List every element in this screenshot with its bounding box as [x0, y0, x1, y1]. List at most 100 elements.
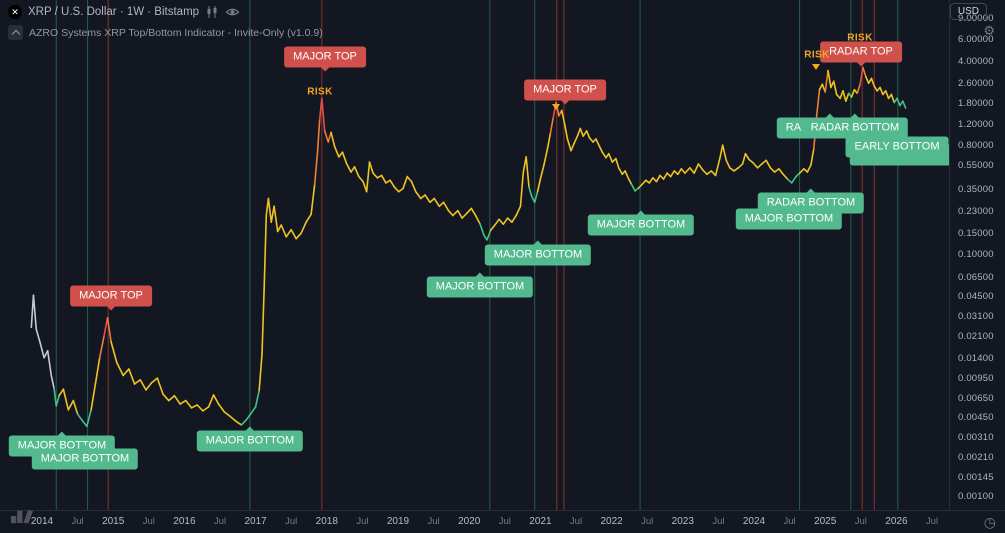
price-line-segment [167, 394, 176, 402]
price-line-segment [397, 187, 404, 193]
price-line-segment [442, 201, 450, 212]
price-axis-label: 0.02100 [958, 331, 994, 343]
price-line-segment [824, 69, 829, 93]
price-line-segment [35, 328, 41, 343]
price-line-segment [429, 197, 436, 204]
currency-usd-button[interactable]: USD [949, 3, 987, 20]
price-line-segment [145, 381, 153, 391]
price-line-segment [680, 168, 686, 174]
price-axis-label: 0.04500 [958, 291, 994, 303]
price-line-segment [372, 172, 379, 179]
price-line-segment [560, 109, 566, 125]
gear-icon[interactable]: ⚙ [983, 24, 995, 39]
price-line-segment [741, 152, 747, 165]
price-line-segment [511, 214, 517, 223]
price-line-segment [234, 420, 243, 426]
price-line-segment [466, 207, 473, 214]
price-line-segment [103, 316, 109, 338]
time-axis-label: 2022 [600, 516, 623, 527]
price-line-segment [719, 144, 724, 160]
time-axis-label: Jul [498, 516, 511, 527]
price-line-segment [98, 335, 105, 359]
eye-icon[interactable] [225, 6, 240, 18]
price-line-segment [350, 166, 356, 173]
price-line-segment [862, 66, 867, 78]
price-line-segment [525, 156, 530, 188]
price-line-segment [786, 178, 793, 184]
price-line-segment [856, 83, 861, 95]
price-line-segment [133, 379, 142, 385]
price-line-segment [778, 168, 784, 176]
price-line-segment [115, 361, 124, 377]
price-line-segment [406, 175, 413, 183]
price-line-segment [81, 420, 88, 428]
price-line-segment [280, 224, 288, 238]
price-line-segment [338, 151, 344, 158]
price-line-segment [539, 164, 545, 180]
price-line-segment [424, 194, 431, 204]
price-line-segment [330, 131, 336, 148]
price-line-segment [579, 127, 584, 137]
price-line-segment [53, 387, 58, 407]
time-axis[interactable]: 2014 Jul 2015 Jul 2016 Jul 2017 Jul 2018 Jul 2019 J… [0, 510, 1005, 533]
time-axis-label: Jul [285, 516, 298, 527]
indicator-row: AZRO Systems XRP Top/Bottom Indicator - … [8, 25, 323, 40]
price-axis-label: 0.06500 [958, 272, 994, 284]
price-line-segment [321, 97, 326, 132]
collapse-indicator-button[interactable] [8, 25, 23, 40]
price-line-segment [630, 183, 636, 192]
price-axis-label: 0.10000 [958, 249, 994, 261]
price-line-segment [798, 168, 805, 174]
price-line-segment [419, 194, 426, 200]
price-axis-label: 0.00210 [958, 452, 994, 464]
price-line-segment [94, 356, 101, 385]
time-axis-label: Jul [356, 516, 369, 527]
price-line-segment [588, 137, 594, 143]
price-line-segment [190, 404, 199, 409]
time-axis-label: 2015 [102, 516, 125, 527]
price-line-segment [782, 173, 789, 180]
price-line-segment [655, 174, 661, 183]
price-line-segment [506, 217, 513, 223]
price-line-segment [773, 168, 780, 173]
time-axis-label: 2016 [173, 516, 196, 527]
price-line-segment [870, 77, 876, 88]
clock-icon[interactable]: ◷ [983, 515, 996, 531]
price-line-segment [617, 167, 624, 176]
price-axis-label: 0.00650 [958, 393, 994, 405]
price-line-segment [607, 152, 614, 163]
time-axis-label: Jul [71, 516, 84, 527]
price-line-segment [902, 100, 907, 109]
price-line-segment [815, 88, 821, 117]
price-line-segment [498, 218, 505, 225]
price-axis-label: 0.23000 [958, 205, 994, 217]
price-axis-label: 1.20000 [958, 118, 994, 130]
price-axis-label: 0.00450 [958, 412, 994, 424]
price-line-segment [601, 151, 607, 159]
price-line-segment [701, 169, 708, 176]
candles-icon[interactable] [205, 5, 219, 19]
time-axis-label: 2025 [814, 516, 837, 527]
price-line-segment [693, 163, 700, 174]
price-line-segment [86, 409, 92, 428]
price-line-segment [39, 340, 45, 359]
chart-legend: ✕ XRP / U.S. Dollar · 1W · Bitstamp AZRO [8, 5, 323, 40]
price-axis-label: 2.60000 [958, 78, 994, 90]
price-line-segment [641, 179, 647, 186]
price-line-segment [295, 232, 302, 240]
price-line-segment [725, 159, 731, 169]
price-line-segment [258, 353, 263, 392]
price-axis[interactable]: 9.00000 6.00000 4.00000 2.60000 1.80000 1.200… [949, 0, 1005, 522]
price-line-segment [669, 170, 676, 178]
price-line-segment [179, 399, 187, 405]
price-line-segment [385, 179, 391, 184]
price-line-segment [842, 90, 847, 102]
tradingview-logo[interactable] [10, 508, 34, 529]
price-line-segment [494, 218, 500, 226]
price-line-segment [684, 167, 691, 174]
price-line-segment [245, 413, 252, 421]
price-line-segment [240, 419, 248, 426]
time-axis-label: Jul [213, 516, 227, 527]
price-line-segment [139, 379, 147, 391]
